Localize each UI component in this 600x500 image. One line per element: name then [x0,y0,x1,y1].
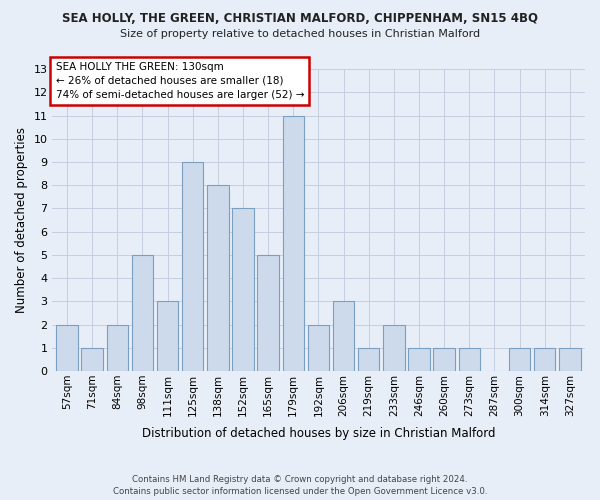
Bar [157,302,178,371]
Y-axis label: Number of detached properties: Number of detached properties [15,127,28,313]
X-axis label: Distribution of detached houses by size in Christian Malford: Distribution of detached houses by size … [142,427,495,440]
Bar [383,324,404,371]
Text: SEA HOLLY, THE GREEN, CHRISTIAN MALFORD, CHIPPENHAM, SN15 4BQ: SEA HOLLY, THE GREEN, CHRISTIAN MALFORD,… [62,12,538,26]
Bar [283,116,304,371]
Bar [107,324,128,371]
Text: SEA HOLLY THE GREEN: 130sqm
← 26% of detached houses are smaller (18)
74% of sem: SEA HOLLY THE GREEN: 130sqm ← 26% of det… [56,62,304,100]
Bar [409,348,430,371]
Bar [433,348,455,371]
Bar [509,348,530,371]
Bar [82,348,103,371]
Bar [308,324,329,371]
Bar [559,348,581,371]
Bar [182,162,203,371]
Bar [131,255,153,371]
Bar [458,348,480,371]
Bar [232,208,254,371]
Bar [56,324,77,371]
Text: Contains HM Land Registry data © Crown copyright and database right 2024.
Contai: Contains HM Land Registry data © Crown c… [113,474,487,496]
Bar [534,348,556,371]
Bar [257,255,279,371]
Bar [358,348,379,371]
Bar [333,302,354,371]
Text: Size of property relative to detached houses in Christian Malford: Size of property relative to detached ho… [120,29,480,39]
Bar [207,186,229,371]
